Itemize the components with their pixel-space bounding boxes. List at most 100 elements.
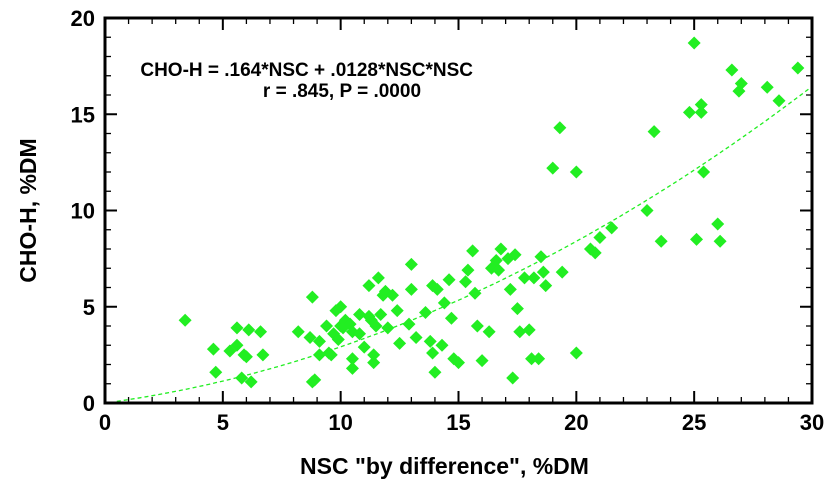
data-point <box>353 307 367 321</box>
x-axis-title: NSC "by difference", %DM <box>300 453 589 479</box>
data-point <box>555 265 569 279</box>
data-point <box>244 375 258 389</box>
data-point <box>711 217 725 231</box>
x-tick-label: 10 <box>328 410 352 435</box>
data-point <box>461 263 475 277</box>
data-point <box>517 271 531 285</box>
data-point <box>308 373 322 387</box>
data-point <box>697 165 711 179</box>
y-tick-label: 0 <box>83 391 95 416</box>
data-point <box>256 348 270 362</box>
data-point <box>522 323 536 337</box>
data-point <box>539 279 553 293</box>
data-point <box>725 63 739 77</box>
data-point <box>239 350 253 364</box>
data-point <box>331 332 345 346</box>
x-tick-label: 25 <box>682 410 706 435</box>
data-point <box>437 296 451 310</box>
data-point <box>230 321 244 335</box>
data-point <box>367 348 381 362</box>
data-point <box>374 307 388 321</box>
data-point <box>492 263 506 277</box>
data-point <box>209 365 223 379</box>
data-point <box>690 232 704 246</box>
data-point <box>536 265 550 279</box>
y-tick-label: 20 <box>71 6 95 31</box>
data-points-layer <box>178 36 805 389</box>
data-point <box>369 319 383 333</box>
data-point <box>367 356 381 370</box>
y-tick-label: 10 <box>71 199 95 224</box>
y-tick-label: 5 <box>83 295 95 320</box>
data-point <box>320 319 334 333</box>
data-point <box>513 325 527 339</box>
data-point <box>553 121 567 135</box>
data-point <box>312 334 326 348</box>
data-point <box>503 282 517 296</box>
data-point <box>459 275 473 289</box>
data-point <box>546 161 560 175</box>
data-point <box>640 204 654 217</box>
data-point <box>419 306 433 320</box>
data-point <box>569 346 583 360</box>
x-tick-label: 5 <box>217 410 229 435</box>
data-point <box>452 356 465 370</box>
data-point <box>489 254 503 268</box>
y-tick-label: 15 <box>71 102 95 127</box>
data-point <box>430 282 444 296</box>
data-point <box>475 354 489 368</box>
data-point <box>381 321 395 335</box>
data-point <box>569 165 583 179</box>
y-axis-title: CHO-H, %DM <box>15 138 41 282</box>
x-tick-label: 20 <box>564 410 588 435</box>
data-point <box>312 348 326 362</box>
x-tick-label: 15 <box>446 410 470 435</box>
data-point <box>345 361 359 375</box>
data-point <box>527 271 541 285</box>
data-point <box>206 342 220 356</box>
data-point <box>532 352 546 366</box>
stats-annotation: r = .845, P = .0000 <box>263 81 421 102</box>
data-point <box>426 346 440 360</box>
data-point <box>494 242 508 256</box>
data-point <box>694 105 708 119</box>
data-point <box>444 311 458 325</box>
data-point <box>442 273 456 287</box>
data-point <box>506 371 520 385</box>
data-point <box>353 327 367 341</box>
data-point <box>510 302 524 316</box>
data-point <box>357 340 371 354</box>
data-point <box>588 246 602 260</box>
data-point <box>428 365 442 379</box>
x-tick-label: 30 <box>800 410 824 435</box>
data-point <box>393 336 407 350</box>
data-point <box>362 279 376 293</box>
data-point <box>466 244 480 258</box>
data-point <box>482 325 496 339</box>
data-point <box>772 94 786 108</box>
data-point <box>404 257 418 271</box>
x-tick-label: 0 <box>99 410 111 435</box>
data-point <box>694 98 708 112</box>
data-point <box>647 125 661 139</box>
data-point <box>508 248 522 262</box>
data-point <box>235 371 249 385</box>
data-point <box>178 313 192 327</box>
data-point <box>291 325 305 339</box>
data-point <box>525 352 539 366</box>
data-point <box>371 271 385 285</box>
data-point <box>386 288 400 302</box>
data-point <box>345 352 359 366</box>
data-point <box>760 80 774 94</box>
axis-ticks-layer <box>104 17 813 404</box>
data-point <box>468 286 482 300</box>
data-point <box>687 36 701 50</box>
data-point <box>423 334 437 348</box>
data-point <box>254 325 268 339</box>
data-point <box>470 319 484 333</box>
data-point <box>605 221 619 235</box>
data-point <box>230 338 244 352</box>
data-point <box>593 230 607 244</box>
data-point <box>303 331 317 345</box>
